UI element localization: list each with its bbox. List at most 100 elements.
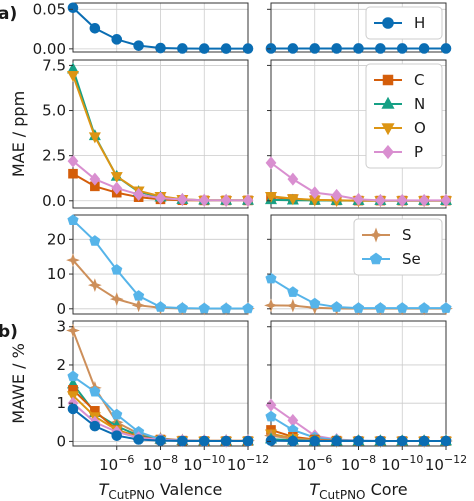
legend: S Se (353, 218, 443, 276)
data-point-O (264, 191, 278, 203)
x-tick-label: 10−12 (425, 453, 467, 474)
legend-marker-Se (369, 252, 383, 265)
x-tick-label: 10−10 (381, 453, 423, 474)
y-tick-label: 2 (56, 356, 66, 374)
legend-label-C: C (414, 71, 424, 89)
data-point-Se (133, 290, 145, 301)
data-point-S (131, 298, 146, 313)
legend-label-P: P (414, 143, 423, 161)
data-point-O (66, 391, 80, 403)
data-point-H (309, 435, 321, 447)
data-point-P (440, 193, 452, 207)
data-point-S (66, 253, 80, 268)
x-axis-label-core: TCutPNO Core (309, 480, 407, 501)
data-point-Se (220, 302, 232, 314)
data-point-H (133, 40, 144, 51)
data-point-H (67, 2, 79, 14)
y-tick-label: 3 (56, 318, 66, 336)
data-point-P (176, 193, 188, 206)
data-point-Se (396, 302, 408, 313)
data-point-Se (242, 302, 254, 314)
data-point-S (264, 298, 278, 313)
data-point-P (133, 187, 145, 201)
data-point-H (220, 43, 232, 54)
data-point-H (396, 43, 408, 54)
data-point-H (242, 435, 254, 447)
data-point-P (287, 172, 299, 186)
x-tick-label: 10−8 (341, 453, 376, 474)
panel-row4-valence: 0 1 2 3 10−6 10−8 10−10 10−12 (56, 318, 269, 474)
data-point-H (353, 43, 364, 54)
panel-row1-valence: 0.00 0.05 (33, 0, 254, 58)
data-point-P (111, 181, 123, 195)
data-point-H (177, 43, 188, 54)
data-point-P (396, 193, 408, 207)
data-point-H (155, 435, 166, 446)
panel-row2-valence: 0.0 2.5 5.0 7.5 (42, 56, 255, 210)
axes-frame (72, 59, 249, 209)
legend-marker-N (381, 96, 395, 109)
data-point-P (155, 191, 166, 205)
x-tick-label: 10−10 (183, 453, 225, 474)
data-point-H (418, 43, 430, 54)
data-point-H (353, 435, 364, 447)
data-point-H (242, 43, 254, 54)
data-point-Se (154, 301, 167, 312)
axes-frame (270, 59, 447, 209)
data-point-H (265, 435, 277, 446)
data-point-H (418, 435, 430, 447)
data-point-Se (352, 302, 365, 313)
x-tick-label: 10−12 (227, 453, 269, 474)
data-point-H (309, 43, 321, 54)
y-tick-label: 0 (56, 432, 66, 450)
data-point-P (242, 193, 254, 207)
data-point-S (285, 298, 300, 313)
data-point-P (309, 186, 321, 200)
legend-marker-O (381, 123, 395, 136)
data-point-H (67, 403, 79, 415)
data-point-C (68, 168, 78, 179)
legend-marker-S (368, 227, 384, 243)
x-axis-label-valence: TCutPNO Valence (99, 480, 223, 501)
panel-row3-core (264, 214, 453, 316)
data-point-Se (309, 297, 321, 309)
y-tick-label: 7.5 (42, 56, 66, 74)
y-axis-label: MAE / ppm (9, 91, 28, 177)
data-point-Se (287, 286, 299, 297)
panel-row4-core: 10−6 10−8 10−10 10−12 (264, 320, 467, 474)
data-point-H (198, 43, 210, 54)
data-point-Se (374, 302, 386, 313)
data-point-Se (111, 408, 123, 420)
data-point-P (331, 188, 343, 202)
legend-label-N: N (414, 95, 425, 113)
data-point-H (177, 435, 188, 447)
legend-label-H: H (414, 14, 425, 32)
x-tick-label: 10−6 (297, 453, 332, 474)
y-axis-label: MAWE / % (9, 343, 28, 424)
data-point-H (331, 43, 342, 54)
data-point-H (396, 435, 408, 447)
legend-marker-C (382, 74, 394, 86)
data-point-P (67, 154, 79, 168)
legend-box (365, 6, 443, 40)
data-point-H (220, 435, 232, 447)
legend-marker-P (382, 144, 394, 160)
data-point-Se (176, 302, 188, 313)
data-point-H (155, 42, 166, 54)
data-point-O (286, 194, 299, 206)
data-point-H (133, 434, 144, 445)
y-tick-label: 0.0 (42, 192, 66, 210)
data-point-S (87, 278, 102, 293)
data-point-Se (418, 302, 430, 313)
data-point-H (198, 435, 210, 447)
data-point-Se (265, 410, 277, 422)
x-tick-label: 10−6 (99, 453, 134, 474)
data-point-H (440, 43, 452, 54)
data-point-Se (89, 235, 101, 246)
data-point-H (111, 430, 123, 441)
data-point-P (374, 193, 386, 207)
x-tick-label: 10−8 (143, 453, 178, 474)
legend: H (365, 6, 443, 40)
